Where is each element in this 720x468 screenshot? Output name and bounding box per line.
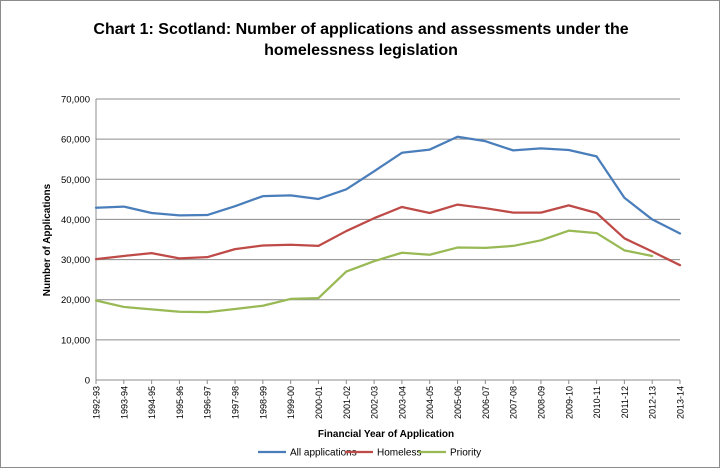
x-tick-label: 2005-06: [453, 386, 463, 419]
y-tick-label: 0: [85, 376, 90, 387]
y-tick-label: 30,000: [61, 255, 90, 266]
x-tick-label: 1996-97: [203, 386, 213, 419]
x-tick-label: 1998-99: [258, 386, 268, 419]
x-tick-labels: 1992-93 1993-94 1994-95 1995-96 1996-97 1997-…: [92, 386, 686, 419]
x-tick-label: 1992-93: [92, 386, 102, 419]
y-tick-label: 70,000: [61, 95, 90, 106]
x-tick-label: 2003-04: [397, 386, 407, 419]
x-tick-label: 2007-08: [509, 386, 519, 419]
y-tick-label: 40,000: [61, 215, 90, 226]
x-tick-label: 2006-07: [481, 386, 491, 419]
y-tick-labels: 0 10,000 20,000 30,000 40,000 50,000 60,000 70,…: [61, 95, 90, 387]
x-tick-label: 2012-13: [648, 386, 658, 419]
x-tick-label: 1997-98: [231, 386, 241, 419]
x-tick-label: 2009-10: [564, 386, 574, 419]
series-line-1: [94, 135, 682, 235]
x-tick-label: 2010-11: [592, 386, 602, 418]
y-tick-label: 60,000: [61, 135, 90, 146]
x-tick-label: 1995-96: [175, 386, 185, 419]
chart-title-line-1: Chart 1: Scotland: Number of application…: [93, 21, 629, 38]
x-tick-label: 2000-01: [314, 386, 324, 419]
x-tick-label: 2011-12: [620, 386, 630, 418]
x-axis-label: Financial Year of Application: [318, 429, 454, 440]
legend: All applications Homeless Priority: [258, 448, 481, 459]
series-line-3: [94, 229, 654, 314]
axes: [95, 99, 681, 384]
y-tick-label: 50,000: [61, 175, 90, 186]
x-tick-label: 2001-02: [342, 386, 352, 419]
x-tick-label: 1993-94: [119, 386, 129, 419]
chart-title: Chart 1: Scotland: Number of application…: [61, 19, 661, 61]
legend-label: All applications: [290, 448, 357, 459]
legend-label: Homeless: [377, 448, 421, 459]
y-tick-label: 20,000: [61, 295, 90, 306]
x-tick-label: 2004-05: [425, 386, 435, 419]
y-tick-label: 10,000: [61, 335, 90, 346]
series-lines: [94, 135, 682, 314]
x-tick-label: 2013-14: [676, 386, 686, 419]
series-line-2: [94, 203, 682, 267]
x-tick-label: 2008-09: [536, 386, 546, 419]
x-tick-label: 2002-03: [370, 386, 380, 419]
chart-title-line-2: homelessness legislation: [264, 42, 458, 59]
legend-label: Priority: [450, 448, 481, 459]
x-tick-label: 1994-95: [147, 386, 157, 419]
x-tick-label: 1999-00: [286, 386, 296, 419]
gridlines: [96, 98, 680, 341]
y-axis-label: Number of Applications: [42, 183, 53, 296]
